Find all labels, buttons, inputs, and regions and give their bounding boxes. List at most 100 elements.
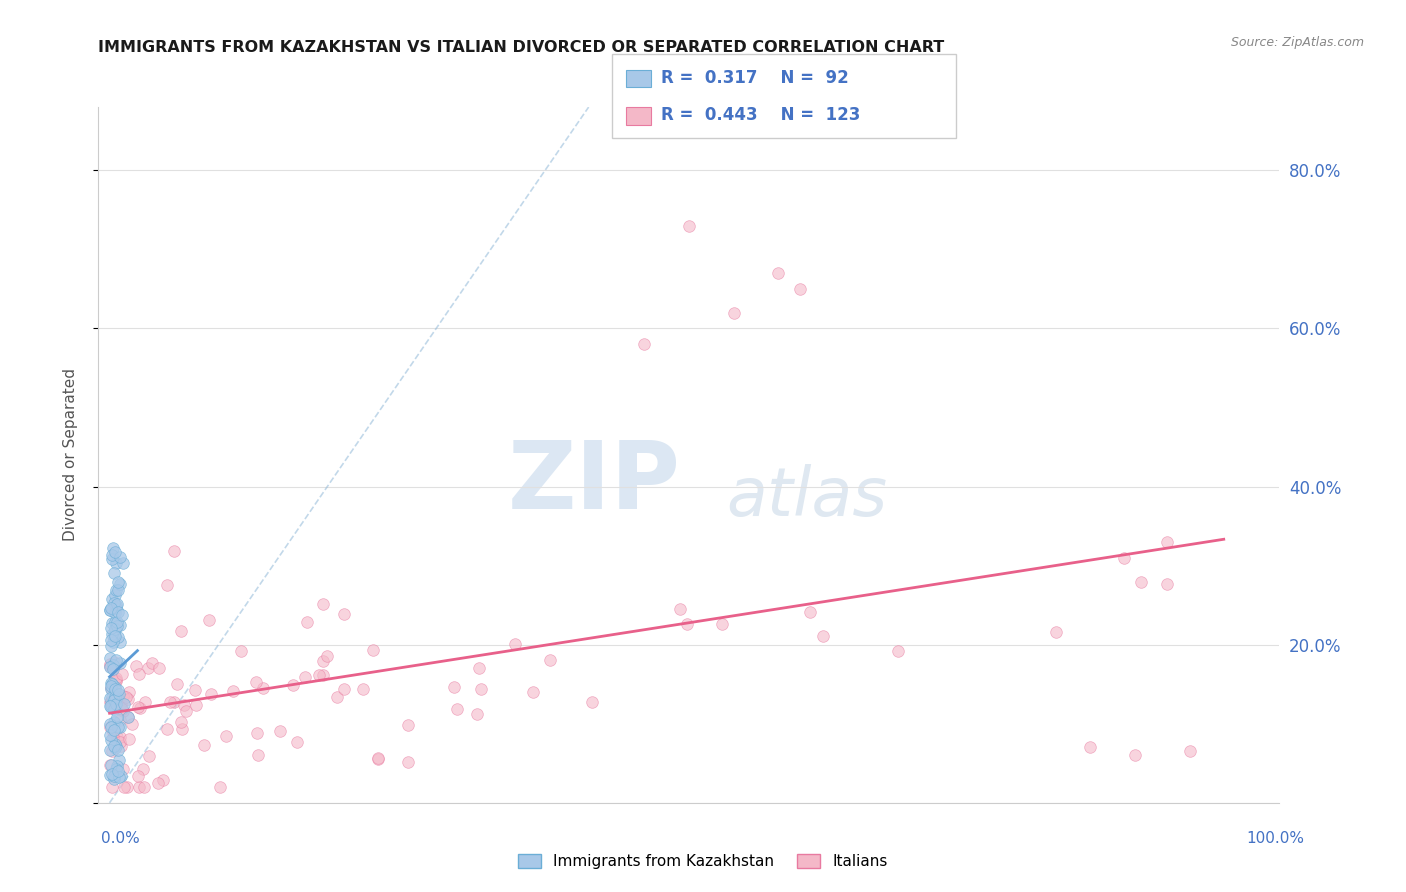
Point (103, 596, 125, 610)
Point (361, 642, 384, 657)
Point (111, 607, 134, 622)
Point (112, 698, 135, 712)
Point (1180, 744, 1202, 758)
Point (101, 592, 124, 607)
Point (138, 748, 160, 763)
Point (1045, 624, 1067, 639)
Point (103, 566, 125, 580)
Point (103, 693, 125, 707)
Point (111, 762, 134, 776)
Point (1123, 748, 1146, 763)
Text: atlas: atlas (727, 464, 887, 530)
Point (101, 657, 124, 672)
Point (222, 684, 245, 698)
Point (108, 618, 131, 632)
Point (107, 682, 129, 697)
Point (103, 662, 125, 676)
Point (166, 677, 188, 691)
Text: ZIP: ZIP (508, 437, 681, 529)
Point (134, 695, 156, 709)
Point (208, 780, 231, 794)
Point (128, 666, 150, 681)
Point (446, 702, 468, 716)
Point (283, 678, 305, 692)
Point (352, 681, 374, 696)
Point (117, 710, 139, 724)
Point (312, 668, 335, 682)
Point (100, 679, 122, 693)
Point (100, 700, 122, 714)
Point (112, 780, 135, 794)
Point (100, 720, 122, 734)
Point (108, 770, 131, 784)
Point (104, 766, 127, 780)
Point (100, 552, 122, 566)
Point (107, 764, 129, 778)
Point (101, 677, 124, 691)
Point (465, 706, 488, 721)
Point (246, 747, 269, 762)
Point (107, 583, 129, 598)
Point (98, 651, 121, 665)
Point (105, 739, 128, 754)
Point (295, 615, 318, 629)
Point (789, 282, 811, 296)
Point (128, 701, 150, 715)
Point (316, 648, 339, 663)
Point (503, 637, 526, 651)
Point (104, 598, 127, 612)
Point (200, 687, 222, 701)
Point (105, 600, 128, 615)
Point (104, 673, 127, 688)
Point (269, 724, 291, 739)
Point (107, 575, 129, 590)
Point (108, 635, 131, 649)
Point (103, 702, 125, 716)
Point (294, 670, 316, 684)
Point (108, 713, 131, 727)
Point (105, 598, 128, 612)
Point (104, 692, 127, 706)
Point (104, 680, 127, 694)
Point (522, 685, 544, 699)
Point (105, 710, 128, 724)
Point (100, 695, 122, 709)
Point (103, 741, 125, 756)
Point (98, 659, 121, 673)
Point (108, 657, 131, 671)
Point (104, 615, 127, 629)
Point (98, 698, 121, 713)
Point (333, 682, 356, 697)
Text: IMMIGRANTS FROM KAZAKHSTAN VS ITALIAN DIVORCED OR SEPARATED CORRELATION CHART: IMMIGRANTS FROM KAZAKHSTAN VS ITALIAN DI… (98, 40, 945, 55)
Point (104, 698, 127, 712)
Point (128, 780, 150, 794)
Point (396, 755, 419, 769)
Point (117, 691, 139, 706)
Point (104, 545, 127, 559)
Point (115, 690, 138, 705)
Point (103, 714, 125, 729)
Point (110, 697, 132, 711)
Point (813, 629, 835, 643)
Point (107, 605, 129, 619)
Point (100, 682, 122, 697)
Point (98, 603, 121, 617)
Point (198, 613, 221, 627)
Point (170, 714, 193, 729)
Point (101, 694, 124, 708)
Point (107, 690, 129, 705)
Point (470, 682, 492, 697)
Point (98, 728, 121, 742)
Point (1078, 740, 1101, 755)
Point (104, 737, 127, 751)
Point (107, 690, 129, 704)
Point (148, 661, 170, 675)
Point (111, 690, 134, 704)
Point (668, 602, 690, 616)
Point (118, 732, 141, 747)
Point (1156, 577, 1178, 591)
Point (100, 720, 122, 734)
Point (467, 661, 489, 675)
Point (104, 629, 127, 643)
Point (174, 704, 197, 718)
